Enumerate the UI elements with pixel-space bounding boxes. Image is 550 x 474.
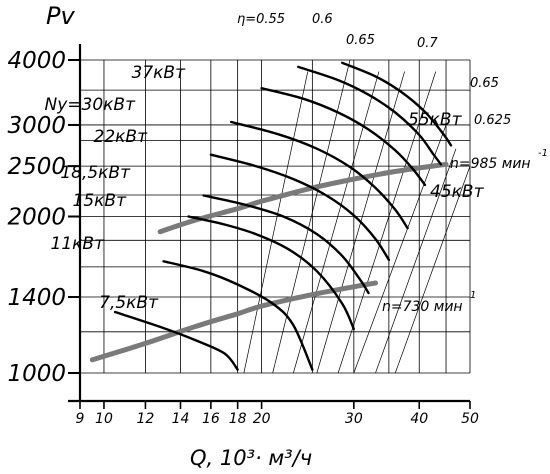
power-label: 45кВт <box>430 182 485 202</box>
power-label: 22кВт <box>94 127 149 147</box>
y-tick-label: 2000 <box>7 205 66 231</box>
y-tick-label: 1400 <box>7 285 66 311</box>
power-curve <box>260 87 427 187</box>
x-tick-label: 16 <box>202 411 220 427</box>
power-label: 15кВт <box>73 191 128 211</box>
power-curve <box>162 260 314 371</box>
x-axis-title: Q, 10³· м³/ч <box>190 446 312 470</box>
y-tick-label: 1000 <box>7 361 66 387</box>
speed-label-superscript: 1 <box>470 290 476 301</box>
efficiency-label: 0.6 <box>312 12 333 27</box>
x-tick-label: 40 <box>410 411 428 427</box>
efficiency-line <box>394 165 471 374</box>
efficiency-label: 0.625 <box>474 113 511 128</box>
speed-label: n=985 мин <box>450 156 531 172</box>
x-tick-label: 50 <box>461 411 479 427</box>
power-curve <box>209 153 391 262</box>
efficiency-line <box>243 71 309 374</box>
axes <box>68 44 471 409</box>
efficiency-label: 0.7 <box>417 36 438 51</box>
efficiency-line <box>375 148 457 374</box>
speed-curve <box>89 280 378 363</box>
efficiency-line <box>353 124 447 374</box>
power-label: 55кВт <box>408 110 463 130</box>
y-tick-label: 3000 <box>7 113 66 139</box>
x-tick-label: 18 <box>229 411 247 427</box>
speed-label-superscript: -1 <box>538 148 548 159</box>
labels: 1000 1400 2000 2500 3000 4000 9 10 12 14 16 18 20 30 4… <box>7 2 548 470</box>
power-curve <box>187 215 355 331</box>
y-tick-label: 4000 <box>7 48 66 74</box>
power-curve <box>230 120 409 230</box>
power-label: 37кВт <box>132 63 187 83</box>
power-curve <box>297 65 443 166</box>
efficiency-line <box>337 71 437 374</box>
efficiency-label: 0.65 <box>470 76 499 91</box>
efficiency-label: 0.65 <box>346 33 375 48</box>
power-curve <box>202 194 370 295</box>
power-curve <box>341 61 453 147</box>
speed-label: n=730 мин <box>382 299 463 315</box>
grid <box>79 59 471 374</box>
efficiency-line <box>293 71 380 374</box>
x-tick-label: 12 <box>137 411 155 427</box>
efficiency-label: η=0.55 <box>237 12 285 27</box>
power-curve <box>113 310 239 371</box>
x-tick-label: 9 <box>76 411 85 427</box>
x-tick-label: 30 <box>345 411 363 427</box>
x-tick-label: 10 <box>95 411 113 427</box>
power-label: 18,5кВт <box>60 163 131 183</box>
y-tick-label: 2500 <box>7 154 66 180</box>
x-tick-label: 14 <box>172 411 190 427</box>
power-label: Ny=30кВт <box>45 95 137 115</box>
power-label: 11кВт <box>51 234 106 254</box>
x-tick-label: 20 <box>253 411 271 427</box>
y-axis-title: Pv <box>46 2 75 30</box>
power-label: 7,5кВт <box>99 293 159 313</box>
power-curves <box>113 61 453 371</box>
